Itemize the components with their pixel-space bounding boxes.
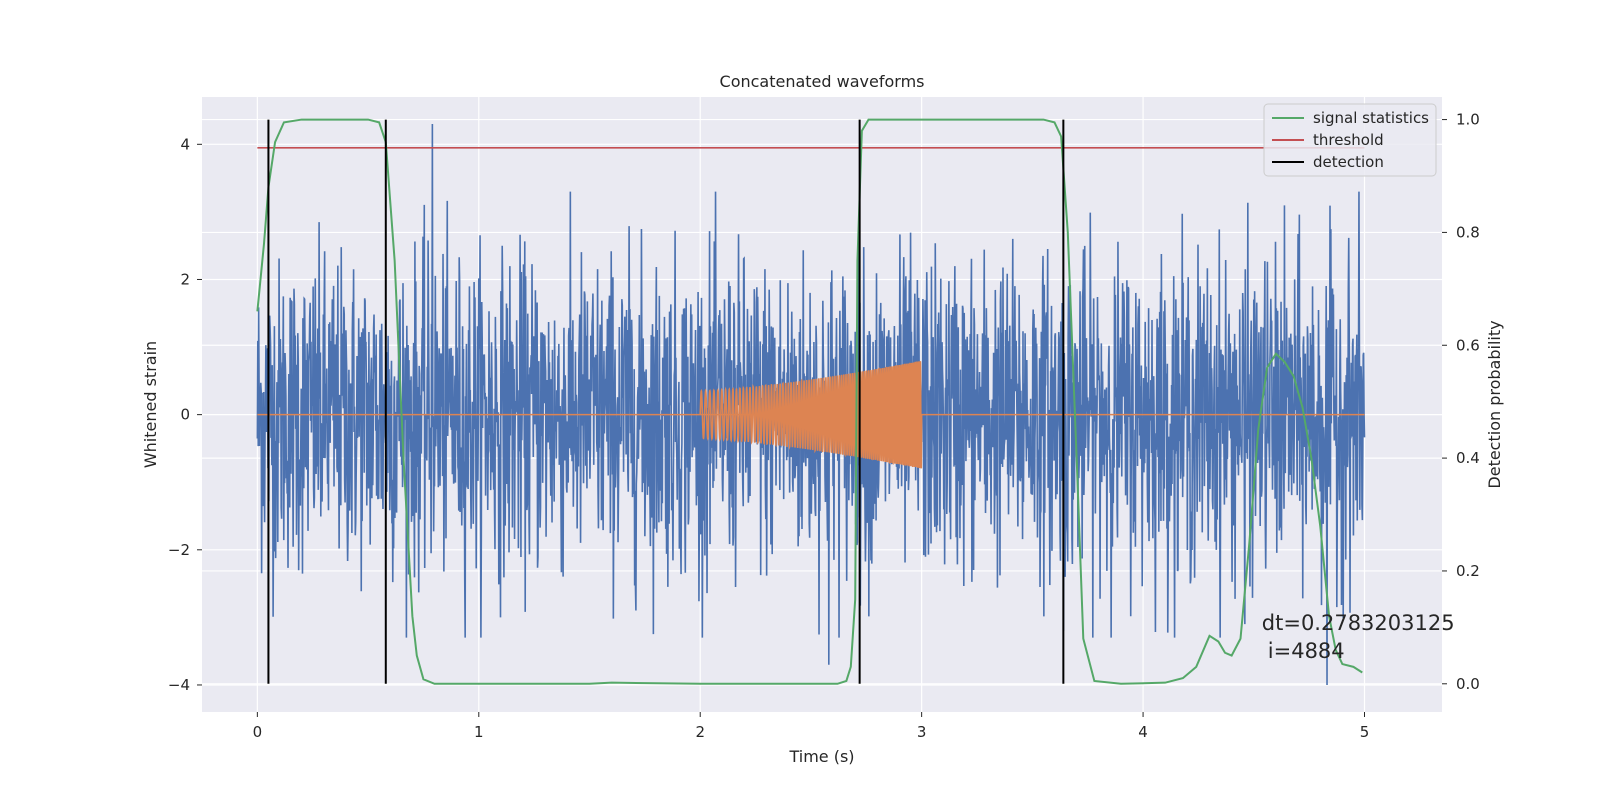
x-tick-label: 2 bbox=[695, 723, 705, 741]
legend-label: detection bbox=[1313, 153, 1384, 171]
y2-tick-label: 1.0 bbox=[1456, 111, 1480, 129]
y-tick-label: −4 bbox=[168, 676, 190, 694]
y2-tick-label: 0.2 bbox=[1456, 562, 1480, 580]
legend-box bbox=[1263, 103, 1437, 177]
legend: signal statistics threshold detection bbox=[1263, 103, 1437, 177]
y-tick-label: −2 bbox=[168, 541, 190, 559]
y2-tick-label: 0.4 bbox=[1456, 449, 1480, 467]
chart-title: Concatenated waveforms bbox=[720, 72, 925, 91]
annotation-index: i=4884 bbox=[1268, 639, 1345, 663]
x-axis-label: Time (s) bbox=[788, 747, 854, 766]
y2-tick-label: 0.6 bbox=[1456, 336, 1480, 354]
y2-tick-label: 0.8 bbox=[1456, 223, 1480, 241]
x-tick-label: 5 bbox=[1360, 723, 1370, 741]
y2-axis-label: Detection probability bbox=[1485, 320, 1504, 488]
axis-layer: 0 1 2 3 4 5 −4 −2 0 2 4 0.0 0.2 0.4 0.6 0.8 1.0 bbox=[168, 111, 1480, 741]
annotation-dt: dt=0.2783203125 bbox=[1262, 611, 1455, 635]
y2-tick-label: 0.0 bbox=[1456, 675, 1480, 693]
signal-statistics-line bbox=[256, 118, 1363, 685]
legend-label: signal statistics bbox=[1313, 109, 1429, 127]
x-tick-label: 0 bbox=[253, 723, 263, 741]
x-tick-label: 4 bbox=[1138, 723, 1148, 741]
data-layer bbox=[256, 118, 1366, 685]
legend-label: threshold bbox=[1313, 131, 1384, 149]
waveform-series-line bbox=[699, 361, 923, 469]
y-tick-label: 0 bbox=[180, 406, 190, 424]
x-tick-label: 1 bbox=[474, 723, 484, 741]
y-tick-label: 2 bbox=[180, 270, 190, 288]
x-tick-label: 3 bbox=[917, 723, 927, 741]
y-tick-label: 4 bbox=[180, 135, 190, 153]
y-axis-label: Whitened strain bbox=[141, 341, 160, 468]
